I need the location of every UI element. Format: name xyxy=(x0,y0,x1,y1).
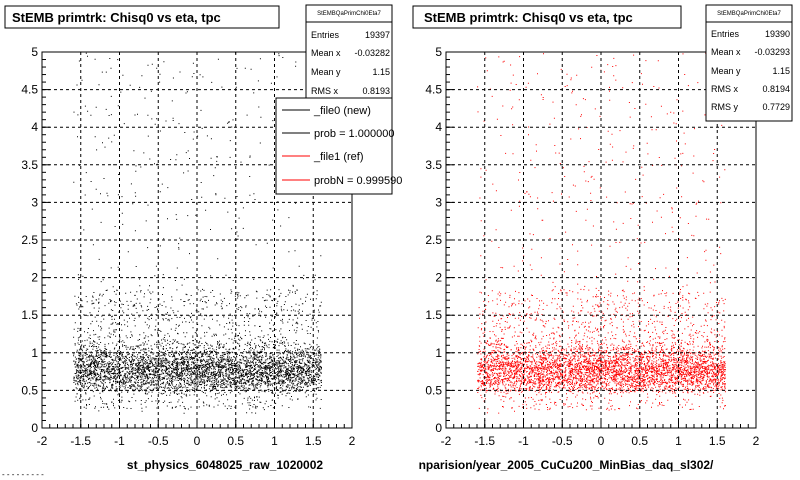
right-y-tick-label-3: 1.5 xyxy=(425,308,442,322)
left-stat-label-rmsx: RMS x xyxy=(311,86,339,96)
left-x-tick-label-7: 1.5 xyxy=(305,434,322,448)
left-y-tick-label-5: 2.5 xyxy=(21,233,38,247)
right-y-tick-label-8: 4 xyxy=(435,120,442,134)
left-legend: _file0 (new) prob = 1.000000 _file1 (ref… xyxy=(275,97,402,195)
right-points xyxy=(477,52,726,414)
left-x-tick-label-4: 0 xyxy=(194,434,201,448)
right-x-tick-label-2: -1 xyxy=(518,434,529,448)
right-stat-value-meanx: -0.03293 xyxy=(754,47,790,57)
right-y-tick-label-6: 3 xyxy=(435,195,442,209)
right-x-tick-label-7: 1.5 xyxy=(709,434,726,448)
left-y-tick-label-1: 0.5 xyxy=(21,383,38,397)
left-x-ticks: -2 -1.5 -1 -0.5 0 0.5 1 1.5 2 xyxy=(37,420,356,448)
left-y-tick-label-3: 1.5 xyxy=(21,308,38,322)
left-chart-title: StEMB primtrk: Chisq0 vs eta, tpc xyxy=(12,10,221,25)
legend-entry-file0: _file0 (new) xyxy=(282,105,371,117)
legend-label-probn: probN = 0.999590 xyxy=(314,175,402,187)
left-y-tick-label-6: 3 xyxy=(31,195,38,209)
right-stat-value-rmsx: 0.8194 xyxy=(762,84,790,94)
footer-text: - - - - - - - - - xyxy=(2,470,44,479)
right-y-tick-label-1: 0.5 xyxy=(425,383,442,397)
left-stat-value-meany: 1.15 xyxy=(372,67,390,77)
right-y-tick-label-0: 0 xyxy=(435,421,442,435)
right-x-tick-label-8: 2 xyxy=(753,434,760,448)
right-stat-value-meany: 1.15 xyxy=(772,66,790,76)
right-x-tick-label-0: -2 xyxy=(441,434,452,448)
right-title-box: StEMB primtrk: Chisq0 vs eta, tpc xyxy=(412,5,682,29)
left-x-tick-label-8: 2 xyxy=(349,434,356,448)
legend-entry-file1: _file1 (ref) xyxy=(282,151,364,163)
left-stat-label-meanx: Mean x xyxy=(311,48,341,58)
right-y-tick-label-2: 1 xyxy=(435,346,442,360)
right-y-tick-label-4: 2 xyxy=(435,271,442,285)
left-x-axis-label: st_physics_6048025_raw_1020002 xyxy=(127,458,323,472)
right-stats-name: StEMBQaPrimChi0Eta7 xyxy=(717,11,781,17)
right-stat-label-entries: Entries xyxy=(711,29,740,39)
legend-label-prob: prob = 1.000000 xyxy=(314,128,394,140)
right-panel: -2 -1.5 -1 -0.5 0 0.5 1 1.5 2 0 0.5 1 1.5 2 2.5 3 3.5 4 4… xyxy=(412,4,793,472)
right-stat-label-meanx: Mean x xyxy=(711,47,741,57)
right-x-tick-label-4: 0 xyxy=(598,434,605,448)
left-x-tick-label-5: 0.5 xyxy=(227,434,244,448)
right-x-axis-label: nparision/year_2005_CuCu200_MinBias_daq_… xyxy=(419,458,714,472)
left-x-tick-label-3: -0.5 xyxy=(148,434,169,448)
left-y-ticks: 0 0.5 1 1.5 2 2.5 3 3.5 4 4.5 5 xyxy=(21,45,50,435)
legend-label-file0: _file0 (new) xyxy=(313,105,371,117)
right-stats-box: StEMBQaPrimChi0Eta7 Entries 19390 Mean x… xyxy=(705,4,793,122)
right-scatter-points xyxy=(477,52,726,414)
right-x-tick-label-1: -1.5 xyxy=(474,434,495,448)
left-y-tick-label-2: 1 xyxy=(31,346,38,360)
left-title-box: StEMB primtrk: Chisq0 vs eta, tpc xyxy=(4,5,280,29)
right-x-tick-label-6: 1 xyxy=(675,434,682,448)
left-stat-value-meanx: -0.03282 xyxy=(354,48,390,58)
right-x-ticks: -2 -1.5 -1 -0.5 0 0.5 1 1.5 2 xyxy=(441,420,760,448)
right-y-tick-label-10: 5 xyxy=(435,45,442,59)
left-x-tick-label-2: -1 xyxy=(114,434,125,448)
legend-label-file1: _file1 (ref) xyxy=(313,151,364,163)
left-x-tick-label-6: 1 xyxy=(271,434,278,448)
left-stat-label-entries: Entries xyxy=(311,30,340,40)
right-y-tick-label-5: 2.5 xyxy=(425,233,442,247)
right-stat-value-entries: 19390 xyxy=(765,29,790,39)
left-x-tick-label-0: -2 xyxy=(37,434,48,448)
left-y-tick-label-4: 2 xyxy=(31,271,38,285)
left-panel: -2 -1.5 -1 -0.5 0 0.5 1 1.5 2 0 0.5 1 1.5 2 2.5 3 3.5 4 4… xyxy=(4,4,402,472)
right-grid xyxy=(446,52,756,428)
right-y-tick-label-9: 4.5 xyxy=(425,83,442,97)
right-stat-label-meany: Mean y xyxy=(711,66,741,76)
legend-entry-probn: probN = 0.999590 xyxy=(282,175,402,187)
left-stat-value-rmsx: 0.8193 xyxy=(362,86,390,96)
left-stat-value-entries: 19397 xyxy=(365,30,390,40)
left-y-tick-label-8: 4 xyxy=(31,120,38,134)
left-x-tick-label-1: -1.5 xyxy=(70,434,91,448)
left-stat-label-meany: Mean y xyxy=(311,67,341,77)
left-stats-name: StEMBQaPrimChi0Eta7 xyxy=(317,11,381,17)
right-stat-label-rmsx: RMS x xyxy=(711,84,739,94)
left-y-tick-label-9: 4.5 xyxy=(21,83,38,97)
right-stat-value-rmsy: 0.7729 xyxy=(762,102,790,112)
right-x-tick-label-5: 0.5 xyxy=(631,434,648,448)
left-y-tick-label-7: 3.5 xyxy=(21,158,38,172)
left-y-tick-label-0: 0 xyxy=(31,421,38,435)
left-y-tick-label-10: 5 xyxy=(31,45,38,59)
right-y-ticks: 0 0.5 1 1.5 2 2.5 3 3.5 4 4.5 5 xyxy=(425,45,454,435)
right-chart-title: StEMB primtrk: Chisq0 vs eta, tpc xyxy=(424,10,633,25)
legend-entry-prob: prob = 1.000000 xyxy=(282,128,394,140)
right-y-tick-label-7: 3.5 xyxy=(425,158,442,172)
right-stat-label-rmsy: RMS y xyxy=(711,102,739,112)
right-x-tick-label-3: -0.5 xyxy=(552,434,573,448)
